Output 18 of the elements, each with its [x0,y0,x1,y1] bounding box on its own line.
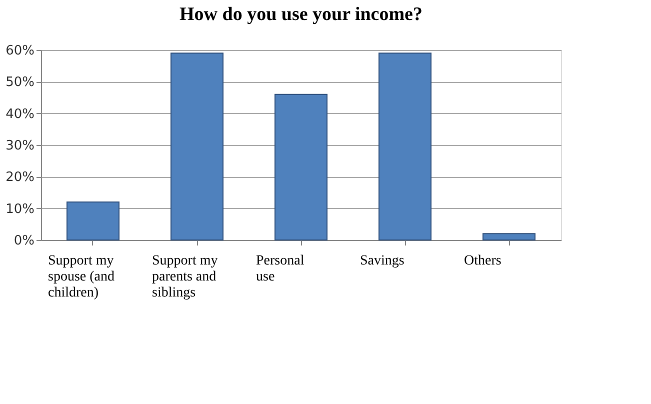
y-tick-label: 0% [14,234,34,248]
x-tick-label: Others [464,254,502,268]
x-tick-label: Support my parents and siblings [152,254,218,300]
y-tick-label: 50% [6,75,34,90]
y-tick-label: 40% [6,106,34,122]
y-tick-label: 20% [6,170,34,186]
x-tick-label: Personal use [256,254,304,284]
bar [378,52,432,240]
y-tick-label: 30% [6,138,34,154]
chart-title: How do you use your income? [180,4,422,25]
x-tick-label: Support my spouse (and children) [48,254,114,300]
y-tick-label: 10% [6,202,34,217]
y-tick-label: 60% [6,44,34,58]
bar [66,202,120,240]
bar [170,52,224,240]
bar [482,233,536,240]
bar [274,94,328,240]
x-tick-label: Savings [360,254,404,268]
